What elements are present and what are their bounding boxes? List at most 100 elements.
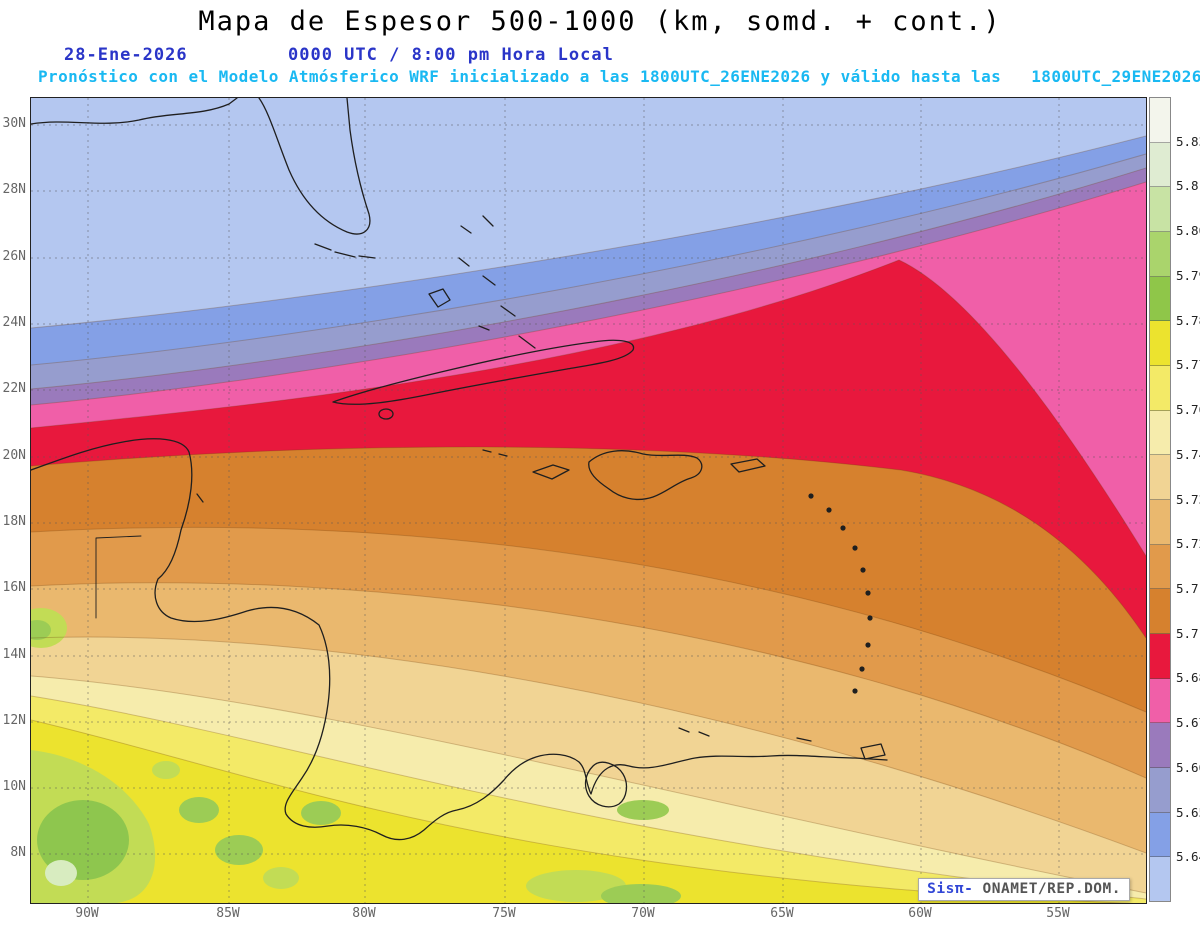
green-blob-3 (263, 867, 299, 889)
coast-margarita (796, 737, 812, 742)
lon-tick-label: 85W (216, 906, 240, 921)
colorbar-cell (1150, 768, 1170, 813)
coast-bahamas (428, 215, 536, 349)
green-blob-costarica (301, 801, 341, 825)
green-blob-4 (152, 761, 180, 779)
colorbar-tick-label: 5.795 (1176, 267, 1200, 283)
lat-tick-label: 8N (10, 845, 26, 860)
contour-map-svg (31, 98, 1146, 903)
colorbar-tick-label: 5.76 (1176, 402, 1200, 418)
page-title: Mapa de Espesor 500-1000 (km, somd. + co… (198, 6, 1002, 37)
lat-tick-label: 14N (2, 647, 26, 662)
lat-tick-label: 12N (2, 713, 26, 728)
coast-cuba (332, 339, 635, 405)
palegreen-core-sw (45, 860, 77, 886)
grid-lines (31, 98, 1146, 903)
coast-puerto-rico (730, 458, 766, 473)
green-blob-venezuela (617, 800, 669, 820)
lon-tick-label: 60W (908, 906, 932, 921)
coastlines (31, 98, 888, 841)
green-patch-west-core (31, 620, 51, 640)
lon-tick-label: 55W (1046, 906, 1070, 921)
colorbar-tick-label: 5.712 (1176, 580, 1200, 596)
colorbar-cell (1150, 678, 1170, 724)
colorbar-tick-label: 5.831 (1176, 133, 1200, 149)
colorbar-cell (1150, 98, 1170, 143)
lat-tick-label: 22N (2, 381, 26, 396)
colorbar-tick-label: 5.783 (1176, 312, 1200, 328)
contour-bands (31, 98, 1146, 903)
colorbar-cell (1150, 142, 1170, 188)
contour-lines (31, 135, 1146, 903)
lon-tick-label: 65W (770, 906, 794, 921)
colorbar-tick-label: 5.748 (1176, 446, 1200, 462)
valid-date: 28-Ene-2026 (64, 45, 188, 65)
coast-florida-keys (314, 243, 376, 259)
colorbar-cell (1150, 500, 1170, 545)
lat-tick-label: 26N (2, 249, 26, 264)
colorbar-cell (1150, 232, 1170, 277)
colorbar-cell (1150, 187, 1170, 233)
colorbar-cell (1150, 589, 1170, 635)
colorbar-cell (1150, 366, 1170, 411)
colorbar-tick-label: 5.664 (1176, 759, 1200, 775)
colorbar-tick-label: 5.7 (1176, 625, 1199, 641)
coast-cayman (482, 449, 508, 457)
coast-central-america (31, 438, 888, 841)
attribution-brand: Sisπ- (927, 881, 974, 897)
lat-tick-label: 28N (2, 182, 26, 197)
lat-tick-label: 10N (2, 779, 26, 794)
green-blob-2 (215, 835, 263, 865)
lon-tick-label: 75W (492, 906, 516, 921)
coast-trinidad (860, 743, 886, 760)
colorbar-cell (1150, 276, 1170, 322)
lat-tick-label: 18N (2, 514, 26, 529)
colorbar-cell (1150, 455, 1170, 501)
green-blob-sw (37, 800, 129, 880)
green-blob-colombia-2 (601, 884, 681, 903)
colorbar-cell (1150, 544, 1170, 590)
lon-tick-label: 90W (75, 906, 99, 921)
lat-tick-label: 30N (2, 116, 26, 131)
coast-jamaica (532, 464, 570, 480)
colorbar-cell (1150, 723, 1170, 769)
lat-tick-label: 24N (2, 315, 26, 330)
attribution-box: Sisπ- ONAMET/REP.DOM. (918, 878, 1130, 901)
green-blob-colombia-1 (526, 870, 626, 902)
colorbar-tick-label: 5.676 (1176, 715, 1200, 731)
colorbar-cell (1150, 857, 1170, 902)
colorbar-tick-label: 5.724 (1176, 536, 1200, 552)
coast-hispaniola (588, 450, 703, 501)
lat-tick-label: 20N (2, 448, 26, 463)
coast-gulf (31, 98, 238, 125)
colorbar-cell (1150, 321, 1170, 367)
coast-cozumel (196, 493, 204, 503)
colorbar-tick-label: 5.807 (1176, 223, 1200, 239)
band-yellow (31, 720, 1146, 903)
lon-tick-label: 80W (352, 906, 376, 921)
coast-isle-of-youth (378, 408, 394, 420)
coast-florida (258, 98, 371, 235)
border-mexico-guatemala (95, 535, 142, 619)
lat-tick-label: 16N (2, 580, 26, 595)
colorbar-cell (1150, 410, 1170, 456)
colorbar-cells (1149, 97, 1171, 902)
coast-lesser-antilles (808, 493, 873, 694)
forecast-subtitle: Pronóstico con el Modelo Atmósferico WRF… (38, 67, 1200, 86)
valid-time: 0000 UTC / 8:00 pm Hora Local (288, 45, 614, 65)
coast-lake-maracaibo (584, 761, 628, 808)
colorbar-cell (1150, 634, 1170, 679)
green-blob-1 (179, 797, 219, 823)
map-canvas: Sisπ- ONAMET/REP.DOM. (30, 97, 1147, 904)
colorbar-tick-label: 5.64 (1176, 849, 1200, 865)
lon-tick-label: 70W (631, 906, 655, 921)
colorbar-tick-label: 5.772 (1176, 357, 1200, 373)
attribution-org: ONAMET/REP.DOM. (973, 881, 1121, 897)
colorbar-tick-label: 5.688 (1176, 670, 1200, 686)
colorbar-tick-label: 5.736 (1176, 491, 1200, 507)
colorbar-tick-label: 5.652 (1176, 804, 1200, 820)
colorbar-cell (1150, 812, 1170, 858)
coast-abc-islands (678, 727, 710, 737)
colorbar-tick-label: 5.819 (1176, 178, 1200, 194)
